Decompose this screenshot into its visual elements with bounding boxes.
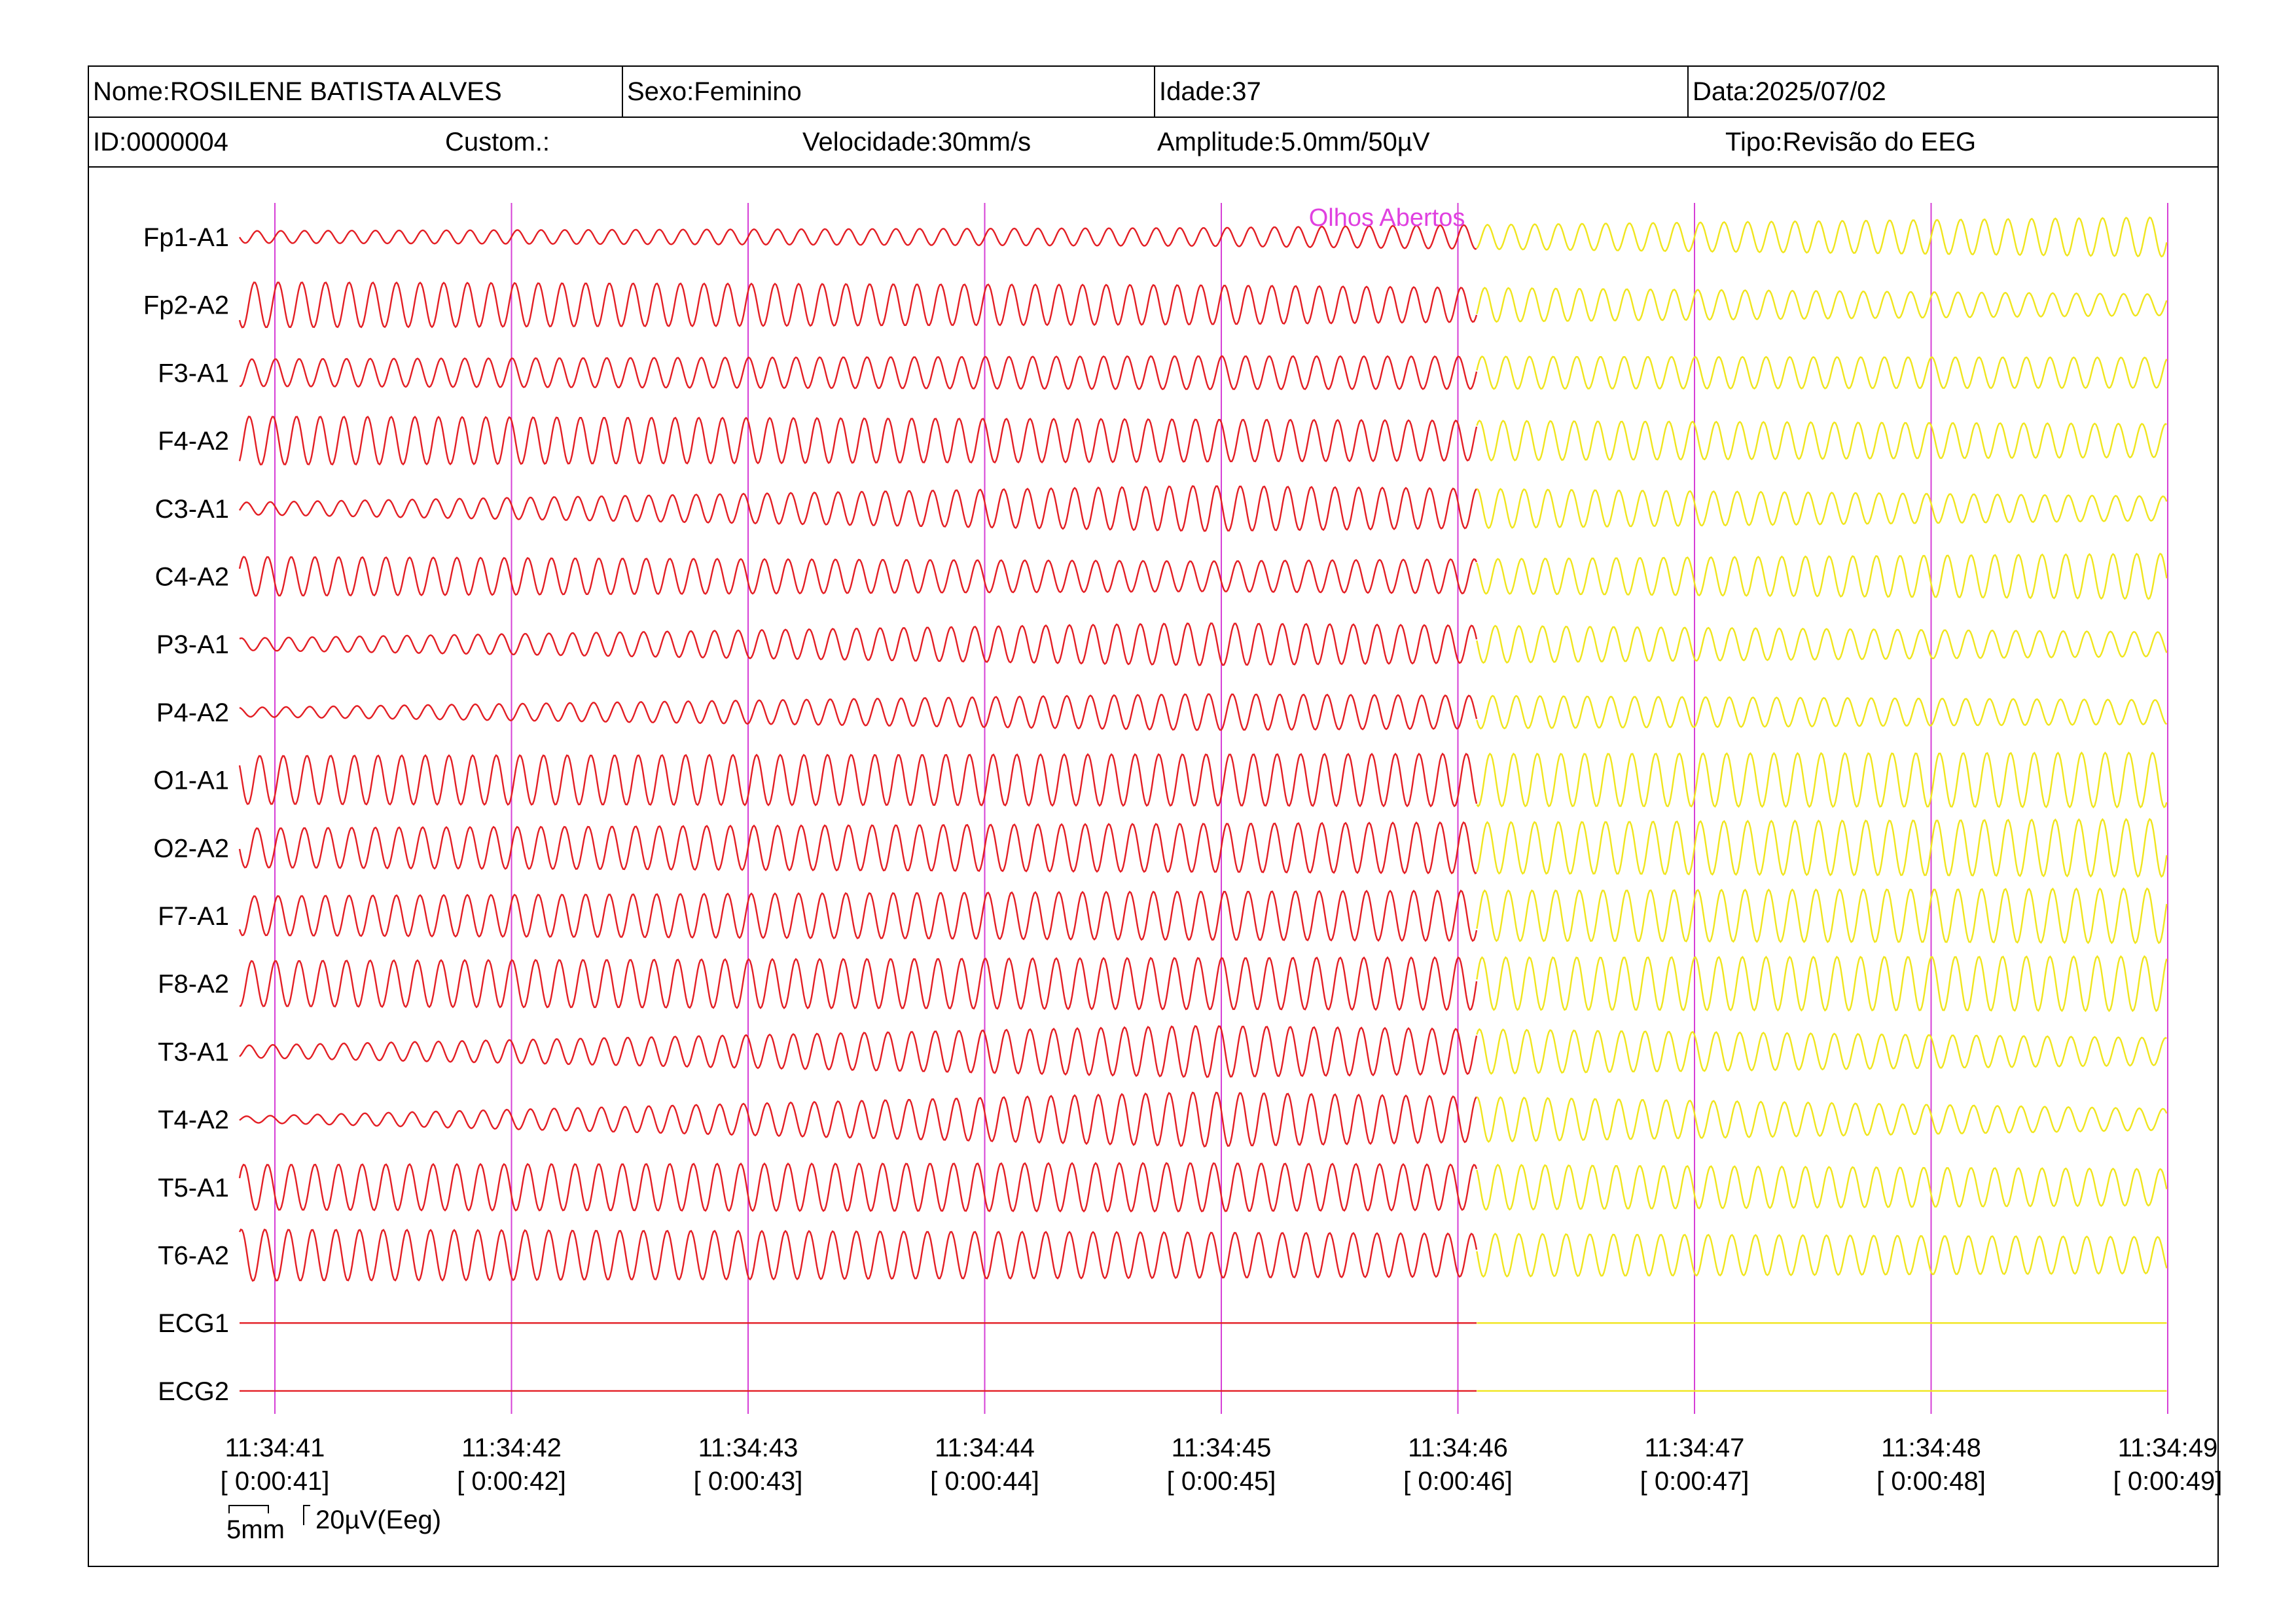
scale-bar-amp (303, 1505, 310, 1525)
time-tick-elapsed: [ 0:00:47] (1640, 1467, 1749, 1496)
annotation-label: Olhos Abertos (1309, 204, 1465, 232)
channel-label: T3-A1 (158, 1038, 229, 1066)
exam-date: Data:2025/07/02 (1687, 67, 1886, 117)
time-tick-elapsed: [ 0:00:44] (930, 1467, 1039, 1496)
trace-segment-red (238, 1228, 1478, 1282)
time-tick-clock: 11:34:42 (461, 1434, 562, 1462)
time-tick-elapsed: [ 0:00:49] (2113, 1467, 2223, 1496)
trace-segment-yellow (1476, 287, 2168, 323)
trace-segment-yellow (1476, 1163, 2168, 1211)
trace-segment-yellow (1476, 955, 2168, 1013)
trace-segment-red (239, 1025, 1478, 1078)
report-frame: Nome:ROSILENE BATISTA ALVES Sexo:Feminin… (88, 65, 2219, 1567)
time-tick-elapsed: [ 0:00:48] (1876, 1467, 1986, 1496)
exam-type: Tipo:Revisão do EEG (1725, 127, 1977, 156)
time-tick-clock: 11:34:47 (1645, 1434, 1745, 1462)
trace-segment-red (238, 281, 1478, 329)
channel-label: O2-A2 (153, 834, 229, 863)
trace-segment-red (238, 1162, 1478, 1213)
trace-segment-red (239, 693, 1478, 731)
patient-name: Nome:ROSILENE BATISTA ALVES (93, 77, 502, 106)
time-tick-clock: 11:34:43 (698, 1434, 798, 1462)
time-tick-elapsed: [ 0:00:43] (694, 1467, 803, 1496)
channel-label: ECG2 (158, 1377, 229, 1406)
channel-label: P3-A1 (156, 630, 229, 659)
trace-segment-red (238, 416, 1478, 466)
trace-segment-red (238, 485, 1477, 532)
patient-id: ID:0000004 (93, 127, 228, 156)
patient-age: Idade:37 (1154, 67, 1261, 117)
trace-segment-yellow (1476, 488, 2168, 530)
trace-segment-yellow (1476, 419, 2167, 462)
time-tick-elapsed: [ 0:00:46] (1403, 1467, 1513, 1496)
channel-label: C3-A1 (155, 495, 229, 524)
scale-bar-time (228, 1505, 269, 1513)
trace-segment-yellow (1476, 355, 2168, 390)
trace-segment-yellow (1476, 624, 2168, 664)
time-tick-clock: 11:34:46 (1408, 1434, 1508, 1462)
trace-segment-red (238, 224, 1477, 250)
channel-label: Fp1-A1 (143, 223, 229, 252)
trace-segment-red (239, 355, 1478, 391)
exam-info-row: ID:0000004 Custom.: Velocidade:30mm/s Am… (89, 118, 2217, 168)
channel-label: F7-A1 (158, 902, 229, 931)
trace-segment-yellow (1476, 695, 2168, 730)
channel-label: T6-A2 (158, 1242, 229, 1271)
time-tick-elapsed: [ 0:00:45] (1167, 1467, 1276, 1496)
channel-label: T4-A2 (158, 1106, 229, 1134)
trace-segment-yellow (1476, 1233, 2168, 1278)
trace-segment-red (238, 556, 1478, 597)
time-tick-clock: 11:34:44 (935, 1434, 1035, 1462)
scale-bar-time-label: 5mm (226, 1515, 285, 1544)
channel-label: P4-A2 (156, 698, 229, 727)
channel-label: F3-A1 (158, 359, 229, 388)
time-tick-elapsed: [ 0:00:41] (221, 1467, 330, 1496)
channel-label: F4-A2 (158, 427, 229, 456)
trace-segment-red (238, 889, 1478, 943)
patient-info-row: Nome:ROSILENE BATISTA ALVES Sexo:Feminin… (89, 67, 2217, 118)
patient-sex: Sexo:Feminino (622, 67, 802, 117)
custom-field: Custom.: (445, 127, 550, 156)
trace-segment-yellow (1476, 216, 2168, 258)
channel-label: O1-A1 (153, 767, 229, 795)
channel-label: F8-A2 (158, 970, 229, 999)
trace-segment-yellow (1476, 1028, 2167, 1075)
channel-label: Fp2-A2 (143, 291, 229, 320)
trace-segment-yellow (1476, 887, 2168, 945)
trace-segment-red (239, 1091, 1477, 1147)
trace-segment-red (238, 821, 1477, 875)
channel-label: T5-A1 (158, 1174, 229, 1202)
speed-label: Velocidade:30mm/s (802, 127, 1031, 156)
trace-segment-yellow (1476, 1096, 2168, 1144)
trace-segment-yellow (1476, 751, 2168, 809)
trace-segment-yellow (1476, 552, 2168, 600)
time-tick-clock: 11:34:41 (225, 1434, 325, 1462)
scale-bar-amp-label: 20µV(Eeg) (315, 1506, 441, 1534)
time-tick-clock: 11:34:45 (1172, 1434, 1272, 1462)
time-tick-clock: 11:34:48 (1881, 1434, 1981, 1462)
trace-segment-red (238, 752, 1478, 808)
channel-label: ECG1 (158, 1309, 229, 1338)
trace-segment-red (239, 956, 1478, 1011)
amplitude-label: Amplitude:5.0mm/50µV (1157, 127, 1430, 156)
time-tick-elapsed: [ 0:00:42] (457, 1467, 566, 1496)
time-tick-clock: 11:34:49 (2118, 1434, 2218, 1462)
trace-segment-red (239, 622, 1478, 666)
trace-segment-yellow (1476, 818, 2168, 878)
channel-label: C4-A2 (155, 563, 229, 592)
